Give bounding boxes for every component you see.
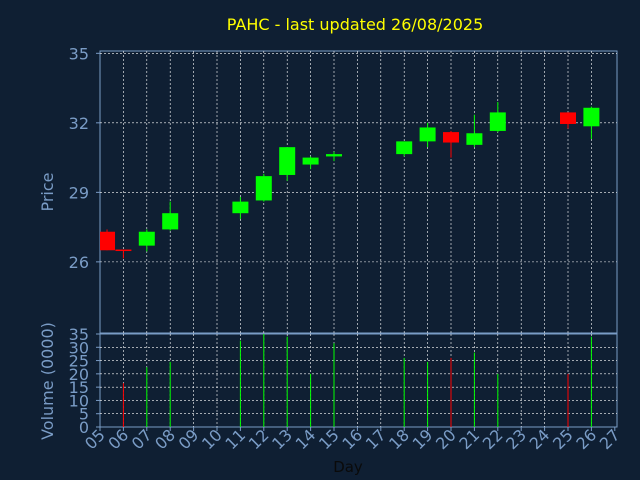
volume-axis-label: Volume (0000) xyxy=(38,322,57,440)
candle xyxy=(162,201,179,231)
volume-tick-label: 20 xyxy=(69,365,89,384)
price-tick-label: 32 xyxy=(69,114,89,133)
volume-tick-label: 30 xyxy=(69,338,89,357)
volume-panel-frame xyxy=(99,333,618,428)
x-axis-label: Day xyxy=(333,458,363,476)
candle xyxy=(115,249,132,259)
candle xyxy=(396,141,413,157)
price-axis-label: Price xyxy=(38,172,57,211)
volume-tick-label: 15 xyxy=(69,378,89,397)
candle xyxy=(419,122,436,148)
x-axis-ticks: 0506070809101112131415161718192021222324… xyxy=(81,425,624,453)
candle-body xyxy=(419,127,436,142)
price-y-ticks: 26 29 32 35 xyxy=(69,44,100,272)
candle xyxy=(255,173,272,202)
chart-title: PAHC - last updated 26/08/2025 xyxy=(227,15,484,34)
volume-bars xyxy=(122,334,592,427)
candle xyxy=(302,156,319,170)
candle xyxy=(489,101,506,133)
candle xyxy=(466,114,483,148)
candles xyxy=(100,101,600,259)
candle-body xyxy=(232,201,249,214)
candle-body xyxy=(138,231,155,246)
candle-body xyxy=(162,213,179,230)
price-gridlines xyxy=(100,51,617,333)
volume-tick-label: 25 xyxy=(69,352,89,371)
volume-tick-label: 10 xyxy=(69,391,89,410)
price-panel: 26 29 32 35 Price xyxy=(38,44,618,334)
candle-body xyxy=(100,231,116,251)
candle-body xyxy=(396,141,413,155)
candle-body xyxy=(583,107,600,127)
candle xyxy=(232,196,249,219)
candle xyxy=(326,151,342,162)
candle-body xyxy=(302,157,319,165)
candle xyxy=(583,106,600,140)
candle xyxy=(443,130,459,158)
candle-body xyxy=(115,249,132,252)
candle-body xyxy=(560,112,576,124)
candle xyxy=(100,229,116,251)
volume-tick-label: 5 xyxy=(79,405,89,424)
candle xyxy=(279,147,296,181)
price-tick-label: 29 xyxy=(69,183,89,202)
price-tick-label: 26 xyxy=(69,253,89,272)
candle-body xyxy=(279,147,296,175)
candle-body xyxy=(326,154,342,157)
candle xyxy=(560,112,576,129)
candle-body xyxy=(466,133,483,145)
candle-body xyxy=(443,132,459,143)
candle-body xyxy=(255,176,272,201)
volume-tick-label: 0 xyxy=(79,418,89,437)
candle-body xyxy=(489,112,506,131)
price-tick-label: 35 xyxy=(69,44,89,63)
candle xyxy=(138,229,155,252)
volume-tick-label: 35 xyxy=(69,325,89,344)
